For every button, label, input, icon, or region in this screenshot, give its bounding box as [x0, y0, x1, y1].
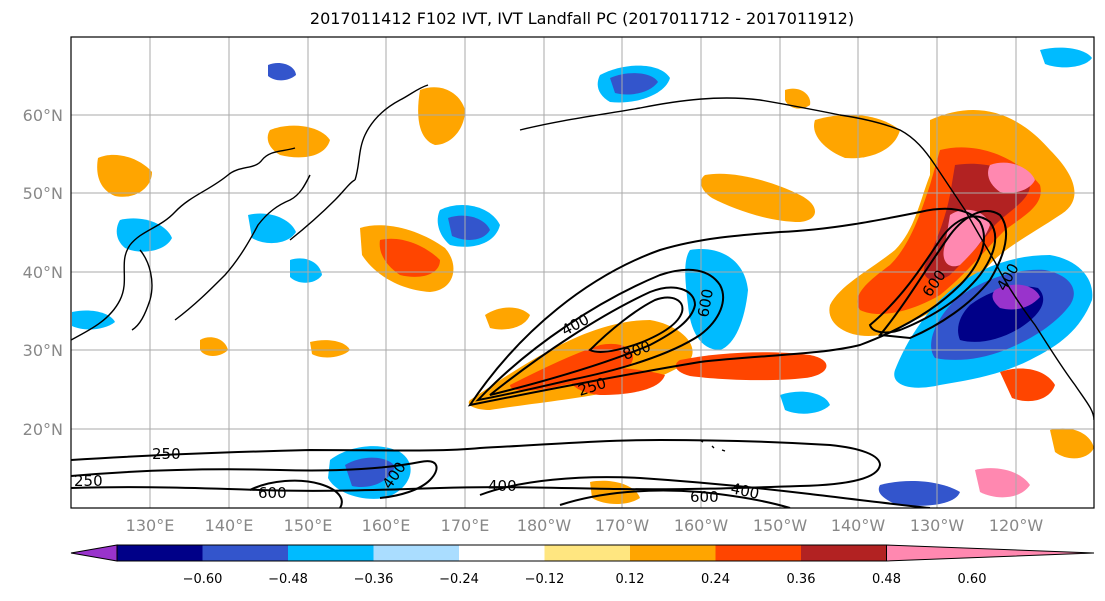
ivt-contour-400-sc — [479, 476, 931, 508]
map-title: 2017011412 F102 IVT, IVT Landfall PC (20… — [309, 9, 855, 28]
lon-label: 140°W — [831, 516, 886, 535]
contour-label: 250 — [152, 445, 181, 463]
colorbar-label: −0.24 — [439, 572, 479, 587]
lon-label: 160°E — [362, 516, 411, 535]
graticule — [71, 37, 1094, 508]
map-panel: 250 400 600 800 250 400 600 400 600 400 … — [71, 37, 1094, 508]
colorbar-frame — [116, 544, 887, 562]
ivt-contour-600 — [489, 286, 697, 396]
colorbar-cell — [801, 545, 887, 561]
negative-anomaly-region — [248, 213, 296, 244]
lon-label: 140°E — [205, 516, 254, 535]
colorbar-cell — [630, 545, 716, 561]
positive-anomaly-region — [988, 162, 1035, 193]
ivt-contour-600-east — [868, 215, 997, 334]
colorbar-label: 0.24 — [701, 572, 730, 587]
positive-anomaly-region — [785, 88, 811, 109]
positive-anomaly-region — [510, 343, 634, 391]
coastlines — [71, 84, 1094, 452]
positive-anomaly-region — [814, 114, 900, 159]
negative-anomaly-region — [1040, 47, 1092, 68]
colorbar-label: 0.36 — [787, 572, 816, 587]
latitude-axis: 20°N 30°N 40°N 50°N 60°N — [23, 106, 63, 439]
kamchatka-coastline — [354, 84, 429, 181]
longitude-axis: 130°E 140°E 150°E 160°E 170°E 180°W 170°… — [126, 516, 1044, 535]
north-america-coastline — [934, 164, 1094, 421]
positive-anomaly-region — [97, 154, 152, 197]
negative-anomaly-region — [290, 258, 322, 283]
ivt-contour-400-east — [878, 210, 1008, 340]
colorbar-cell — [886, 544, 1095, 562]
colorbar-cell — [117, 545, 203, 561]
lat-label: 40°N — [23, 263, 63, 282]
lon-label: 150°E — [284, 516, 333, 535]
lon-label: 180°W — [517, 516, 572, 535]
colorbar-cell — [373, 545, 459, 561]
lon-label: 170°E — [441, 516, 490, 535]
positive-anomaly-region — [485, 307, 530, 330]
colorbar-cell — [715, 545, 801, 561]
shaded-field-layer — [72, 47, 1094, 506]
colorbar-label: −0.60 — [183, 572, 223, 587]
alaska-coastline — [519, 97, 936, 166]
ivt-contour-600-south — [249, 479, 343, 508]
japan-coastline — [174, 174, 311, 321]
positive-anomaly-region — [1000, 368, 1055, 402]
ivt-contour-400-south — [71, 460, 438, 499]
lon-label: 130°E — [126, 516, 175, 535]
contour-label: 250 — [74, 472, 103, 490]
asia-coastline — [71, 147, 296, 341]
colorbar-label: 0.60 — [958, 572, 987, 587]
lon-label: 160°W — [674, 516, 729, 535]
negative-anomaly-region — [878, 480, 960, 506]
lat-label: 50°N — [23, 184, 63, 203]
lat-label: 30°N — [23, 341, 63, 360]
korea-coastline — [131, 249, 153, 331]
negative-anomaly-region — [448, 215, 490, 240]
positive-anomaly-region — [418, 87, 465, 145]
ivt-contours — [71, 207, 1008, 508]
positive-anomaly-region — [700, 173, 815, 222]
colorbar-label: −0.12 — [525, 572, 565, 587]
positive-anomaly-region — [267, 125, 330, 158]
ivt-contour-800 — [588, 296, 684, 353]
positive-anomaly-region — [200, 337, 228, 356]
map-frame — [70, 36, 1095, 509]
colorbar-label: −0.48 — [268, 572, 308, 587]
ivt-contour-250 — [467, 207, 985, 407]
positive-anomaly-region — [675, 352, 827, 381]
ivt-contour-400 — [475, 268, 725, 402]
colorbar: −0.60 −0.48 −0.36 −0.24 −0.12 0.12 0.24 … — [70, 544, 1095, 587]
contour-label: 400 — [488, 477, 517, 495]
negative-anomaly-region — [345, 457, 395, 488]
lon-label: 130°W — [910, 516, 965, 535]
colorbar-cell — [544, 545, 630, 561]
colorbar-cell — [202, 545, 288, 561]
colorbar-label: 0.12 — [616, 572, 645, 587]
ivt-contour-250-south — [71, 438, 882, 492]
positive-anomaly-region — [310, 340, 350, 358]
negative-anomaly-region — [72, 310, 115, 330]
contour-label: 400 — [729, 479, 761, 503]
contour-label: 600 — [690, 488, 719, 506]
ivt-contour-600-sc — [559, 489, 791, 508]
lat-label: 20°N — [23, 420, 63, 439]
positive-anomaly-region — [1050, 428, 1094, 459]
colorbar-cell — [70, 544, 118, 562]
lon-label: 150°W — [753, 516, 808, 535]
negative-anomaly-region — [780, 391, 830, 414]
negative-anomaly-region — [268, 63, 296, 81]
contour-label: 600 — [694, 287, 717, 318]
positive-anomaly-region — [379, 238, 440, 277]
lon-label: 170°W — [595, 516, 650, 535]
colorbar-label: −0.36 — [354, 572, 394, 587]
colorbar-cell — [459, 545, 545, 561]
kurils-coastline — [289, 179, 356, 241]
lat-label: 60°N — [23, 106, 63, 125]
colorbar-label: 0.48 — [872, 572, 901, 587]
colorbar-cell — [288, 545, 374, 561]
contour-label: 600 — [258, 484, 287, 502]
lon-label: 120°W — [989, 516, 1044, 535]
